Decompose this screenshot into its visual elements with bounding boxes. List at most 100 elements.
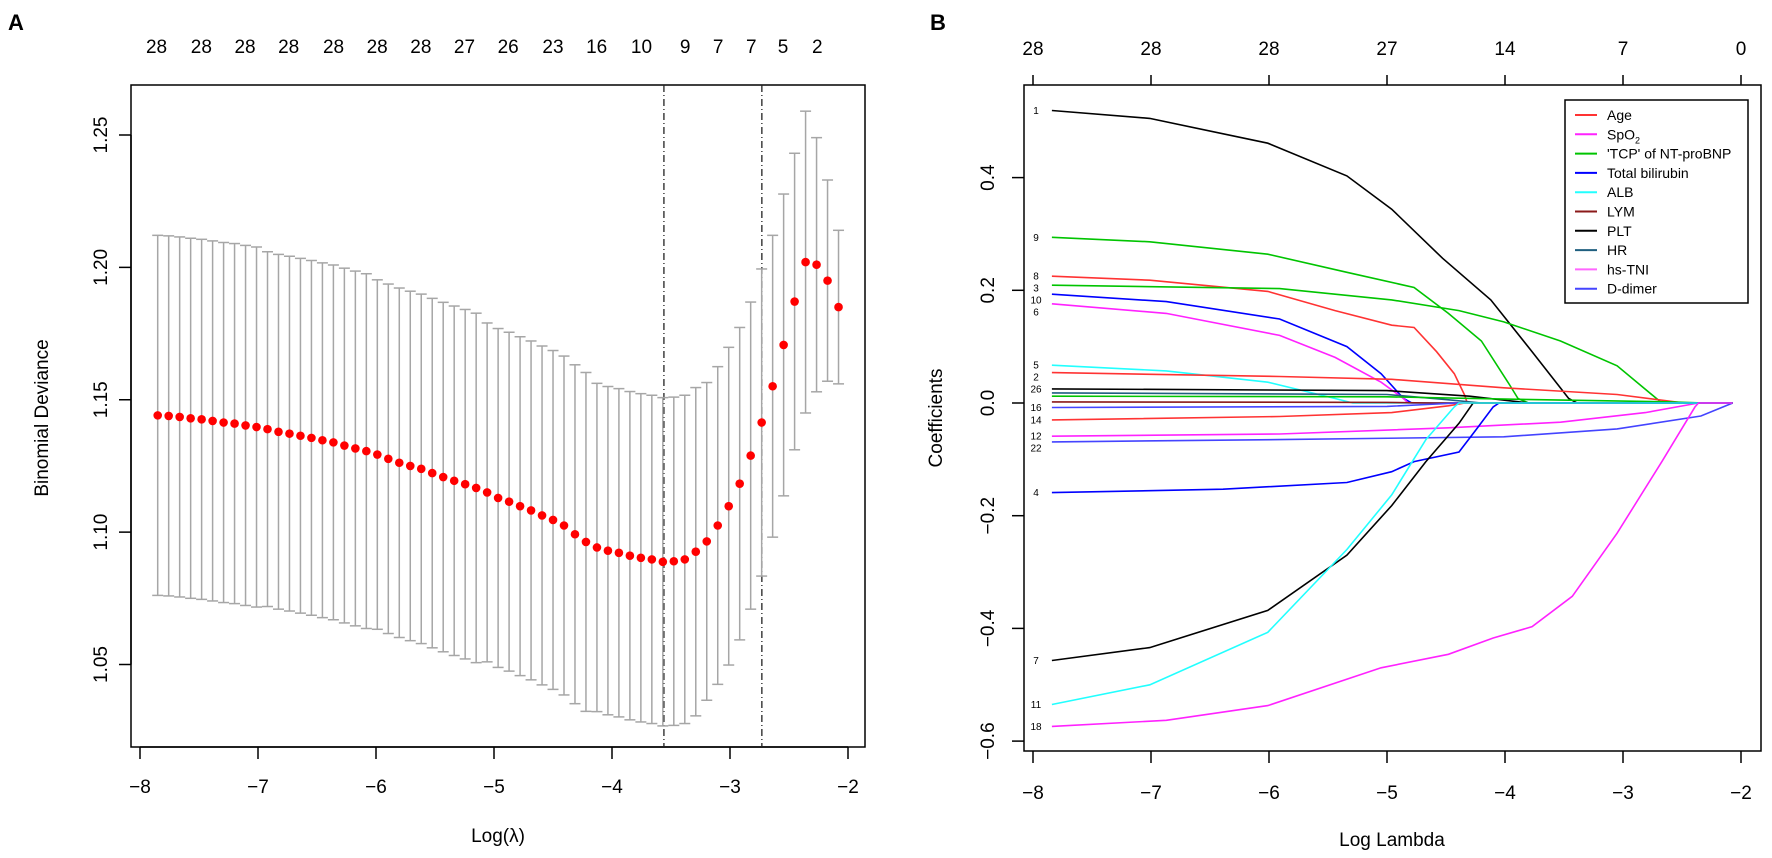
deviance-point (427, 468, 437, 478)
path-index-label: 9 (1033, 233, 1039, 244)
top-axis-label: 28 (1140, 39, 1161, 60)
x-tick-label: −7 (247, 777, 269, 798)
deviance-point (252, 422, 261, 432)
top-axis-label: 7 (746, 37, 757, 58)
path-index-label: 14 (1030, 415, 1042, 426)
deviance-point (384, 454, 393, 464)
y-tick-label: 0.2 (978, 277, 999, 303)
deviance-point (230, 419, 239, 428)
deviance-point (329, 438, 338, 447)
deviance-point (219, 418, 228, 427)
legend-label: HR (1607, 242, 1627, 258)
deviance-point (680, 555, 690, 564)
coefficient-path-plot: −8 −7 −6 −5 −4 −3 −2−0.6−0.4−0.20.00.20.428 28 2… (926, 39, 1762, 851)
legend-box (1564, 99, 1749, 304)
path-index-label: 8 (1033, 272, 1039, 283)
x-axis-title: Log Lambda (1339, 830, 1445, 851)
x-tick-label: −5 (1376, 783, 1398, 804)
deviance-point (449, 476, 459, 486)
deviance-point (746, 451, 755, 460)
top-axis-label: 28 (323, 37, 344, 58)
deviance-point (581, 537, 591, 547)
deviance-point (340, 441, 349, 450)
x-tick-label: −2 (1730, 783, 1752, 804)
top-axis-label: 28 (410, 37, 431, 58)
legend-label: Total bilirubin (1607, 165, 1689, 181)
top-axis-label: 28 (278, 37, 299, 58)
legend-label-text: HR (1607, 242, 1627, 258)
x-tick-label: −4 (601, 777, 623, 798)
top-axis-label: 16 (586, 37, 607, 58)
deviance-point (274, 427, 283, 437)
top-axis-label: 27 (1376, 39, 1397, 60)
deviance-point (625, 551, 635, 560)
deviance-point (537, 511, 547, 520)
legend-label: hs-TNI (1607, 261, 1649, 277)
top-axis-label: 28 (1022, 39, 1043, 60)
top-axis-label: 28 (234, 37, 255, 58)
deviance-point (658, 557, 668, 567)
path-index-label: 12 (1030, 432, 1042, 443)
top-axis-label: 28 (191, 37, 212, 58)
path-index-label: 7 (1033, 656, 1039, 667)
deviance-point (186, 413, 195, 423)
deviance-point (768, 381, 777, 391)
top-axis-label: 10 (631, 37, 652, 58)
y-tick-label: 1.10 (91, 514, 112, 551)
deviance-point (164, 411, 173, 421)
deviance-point (548, 515, 558, 525)
y-axis-title: Binomial Deviance (32, 339, 53, 496)
top-axis-label: 5 (778, 37, 789, 58)
path-index-label: 18 (1030, 722, 1042, 733)
coefficient-path (1051, 402, 1733, 662)
deviance-point (647, 555, 657, 564)
deviance-point (405, 461, 415, 471)
deviance-point (471, 483, 481, 493)
coefficient-path (1051, 402, 1733, 494)
top-axis-label: 28 (367, 37, 388, 58)
legend-label-text: hs-TNI (1607, 261, 1649, 277)
legend-label-text: PLT (1607, 223, 1632, 239)
top-axis-label: 7 (713, 37, 724, 58)
deviance-point (757, 418, 766, 427)
coefficient-path (1051, 402, 1733, 728)
deviance-point (460, 479, 470, 489)
path-index-label: 2 (1033, 373, 1039, 384)
coefficient-path (1051, 402, 1734, 443)
top-axis-label: 28 (146, 37, 167, 58)
legend-label: SpO2 (1607, 126, 1640, 145)
coefficient-path (1051, 293, 1733, 404)
top-axis-label: 26 (498, 37, 519, 58)
coefficient-path (1051, 303, 1733, 404)
deviance-point (318, 435, 327, 445)
legend-label: LYM (1607, 204, 1635, 220)
x-tick-label: −5 (483, 777, 505, 798)
legend-label-text: Age (1607, 107, 1632, 123)
x-tick-label: −4 (1494, 783, 1516, 804)
legend-label-text: Total bilirubin (1607, 165, 1689, 181)
deviance-point (592, 543, 602, 552)
top-axis-label: 9 (680, 37, 691, 58)
deviance-point (362, 446, 371, 456)
deviance-point (263, 424, 272, 434)
top-axis-label: 23 (542, 37, 563, 58)
legend-label: ALB (1607, 184, 1633, 200)
legend-label-text: LYM (1607, 204, 1635, 220)
deviance-point (702, 537, 712, 546)
legend: Age SpO2'TCP' of NT-proBNP Total bilirubin… (1564, 99, 1749, 304)
coefficient-path (1051, 402, 1733, 437)
deviance-point (812, 260, 821, 270)
x-tick-label: −7 (1140, 783, 1162, 804)
deviance-point (197, 415, 206, 424)
panel-a-label: A (8, 10, 24, 35)
deviance-point (515, 501, 525, 511)
deviance-point (307, 433, 316, 443)
deviance-point (153, 411, 162, 420)
deviance-point (834, 302, 843, 312)
path-index-label: 22 (1030, 444, 1042, 455)
deviance-point (351, 444, 360, 453)
deviance-point (208, 416, 217, 426)
path-index-label: 3 (1033, 284, 1039, 295)
legend-label: PLT (1607, 223, 1632, 239)
